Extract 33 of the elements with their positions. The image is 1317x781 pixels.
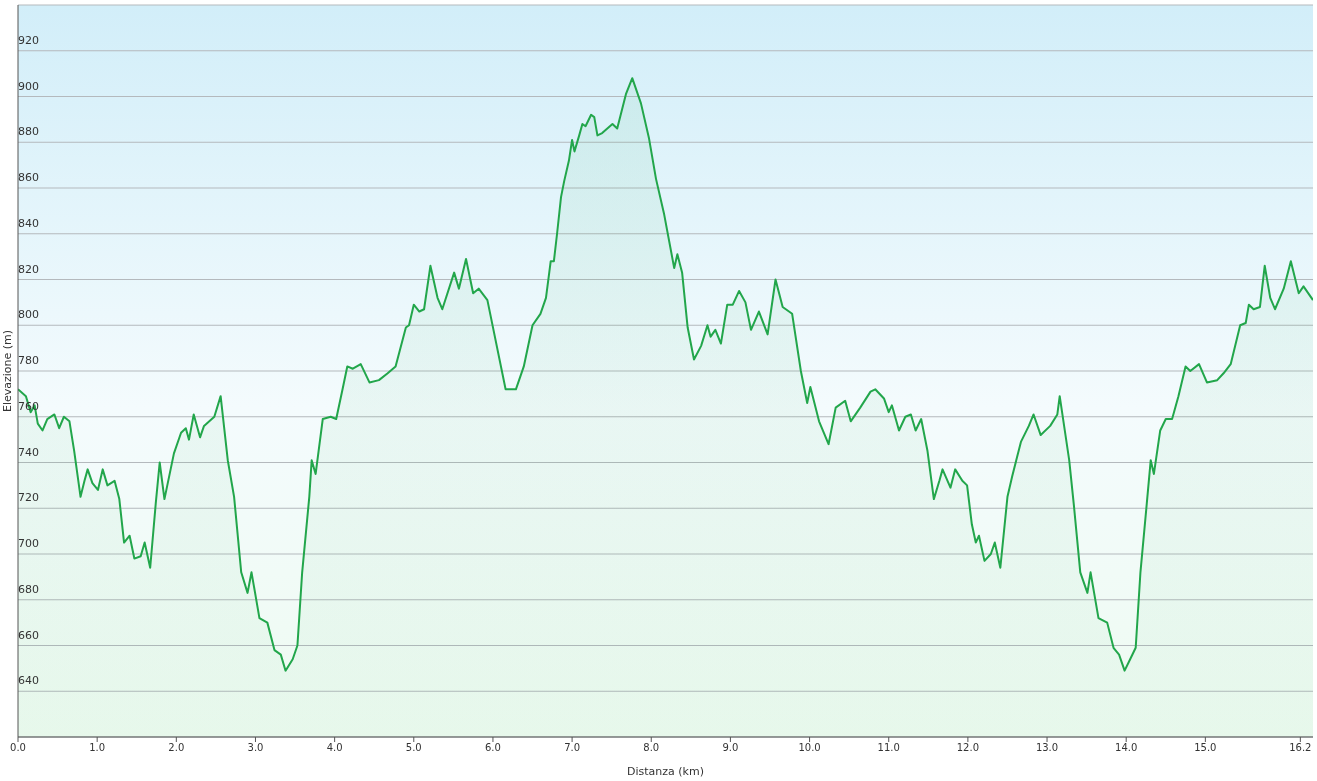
y-tick-label: 840 [18, 216, 39, 230]
x-tick-label: 6.0 [484, 742, 501, 754]
x-tick-label: 2.0 [168, 742, 185, 754]
x-tick-label: 13.0 [1035, 742, 1059, 754]
x-tick-label: 14.0 [1115, 742, 1138, 754]
y-tick-label: 700 [18, 537, 39, 550]
x-tick-label: 15.0 [1194, 742, 1217, 754]
x-tick-label: 12.0 [956, 742, 980, 754]
x-tick-label: 11.0 [877, 742, 900, 754]
x-tick-label: 8.0 [643, 742, 660, 754]
x-axis-title: Distanza (km) [627, 765, 704, 778]
y-tick-label: 780 [18, 354, 39, 367]
y-tick-label: 660 [18, 628, 39, 642]
x-tick-label: 4.0 [326, 742, 343, 754]
y-tick-label: 920 [18, 33, 39, 47]
x-tick-label: 1.0 [89, 742, 106, 754]
y-tick-label: 680 [18, 582, 39, 596]
y-tick-label: 720 [18, 491, 39, 505]
x-tick-label: 7.0 [564, 742, 581, 754]
y-tick-label: 800 [18, 308, 39, 322]
x-tick-label: 0.0 [10, 742, 26, 754]
x-tick-label: 9.0 [722, 742, 739, 754]
y-tick-label: 860 [18, 171, 39, 184]
y-tick-label: 740 [18, 445, 39, 459]
x-tick-label: 3.0 [247, 742, 264, 754]
x-tick-label: 16.2 [1289, 742, 1312, 754]
x-tick-label: 10.0 [798, 742, 821, 754]
y-tick-label: 900 [18, 79, 39, 93]
y-tick-label: 880 [18, 125, 39, 139]
y-axis-title: Elevazione (m) [0, 329, 14, 413]
x-tick-label: 5.0 [405, 742, 422, 754]
y-tick-label: 820 [18, 262, 39, 276]
y-tick-label: 640 [18, 674, 39, 688]
